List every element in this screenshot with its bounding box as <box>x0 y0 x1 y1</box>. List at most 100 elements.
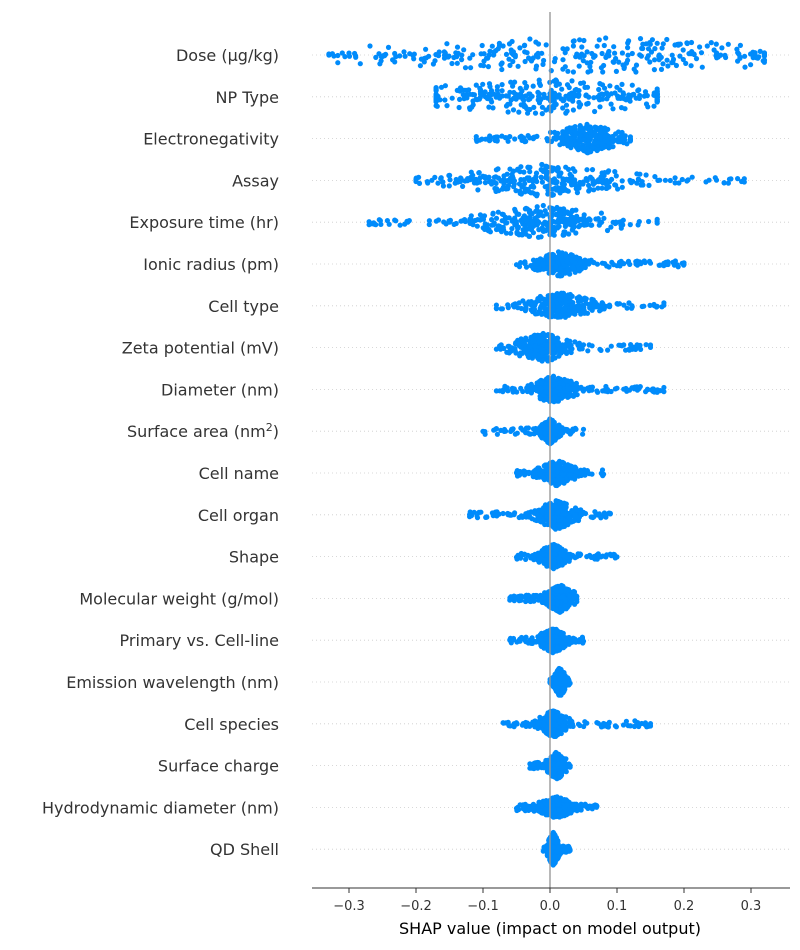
shap-point <box>560 232 566 238</box>
shap-point <box>467 514 473 520</box>
shap-point <box>523 556 529 563</box>
shap-point <box>526 233 533 239</box>
shap-point <box>580 509 587 515</box>
shap-point <box>621 136 627 143</box>
shap-point <box>661 389 667 395</box>
shap-point <box>522 206 529 212</box>
shap-point <box>572 87 578 93</box>
shap-point <box>554 314 561 320</box>
shap-point <box>566 515 572 521</box>
shap-point <box>538 636 544 642</box>
shap-point <box>526 354 532 360</box>
shap-point <box>560 347 566 353</box>
shap-point <box>697 44 703 50</box>
shap-point <box>602 387 608 393</box>
shap-point <box>573 230 579 236</box>
shap-point <box>580 179 586 185</box>
shap-point <box>507 175 514 181</box>
shap-point <box>544 342 550 348</box>
shap-point <box>513 470 520 476</box>
shap-point <box>474 223 480 229</box>
shap-point <box>440 179 446 185</box>
shap-point <box>629 82 635 88</box>
shap-point <box>512 136 518 142</box>
shap-point <box>565 462 571 468</box>
shap-point <box>526 514 532 520</box>
shap-point <box>570 38 576 44</box>
shap-point <box>423 46 429 52</box>
shap-point <box>397 222 403 228</box>
shap-point <box>610 219 616 225</box>
shap-point <box>621 64 627 70</box>
shap-point <box>545 176 551 182</box>
shap-point <box>493 180 499 186</box>
shap-point <box>505 388 511 394</box>
shap-point <box>592 133 598 139</box>
shap-point <box>675 42 681 48</box>
shap-point <box>543 506 549 512</box>
shap-point <box>526 177 532 183</box>
shap-point <box>572 124 578 130</box>
shap-point <box>556 646 562 652</box>
shap-point <box>605 347 611 353</box>
shap-point <box>562 676 568 682</box>
shap-point <box>660 41 666 47</box>
shap-point <box>634 171 640 177</box>
shap-point <box>534 218 541 224</box>
shap-point <box>373 54 379 61</box>
shap-point <box>654 389 660 395</box>
shap-point <box>558 631 564 637</box>
shap-point <box>551 78 557 84</box>
shap-point <box>599 304 606 310</box>
shap-point <box>571 386 577 393</box>
shap-point <box>432 58 438 64</box>
shap-point <box>523 634 529 640</box>
shap-point <box>543 42 549 48</box>
shap-point <box>736 51 742 57</box>
shap-point <box>433 218 439 224</box>
shap-point <box>564 108 570 114</box>
shap-point <box>584 60 590 66</box>
shap-point <box>529 93 535 99</box>
shap-point <box>558 668 564 674</box>
shap-point <box>680 56 686 63</box>
shap-point <box>512 222 518 228</box>
shap-point <box>462 178 468 184</box>
shap-point <box>575 551 581 557</box>
shap-point <box>647 260 654 266</box>
shap-point <box>454 60 460 66</box>
shap-point <box>689 174 695 180</box>
shap-point <box>614 84 620 90</box>
shap-point <box>509 426 515 432</box>
shap-point <box>574 190 581 196</box>
shap-point <box>486 104 492 110</box>
shap-point <box>557 186 564 192</box>
shap-point <box>539 111 545 117</box>
shap-point <box>551 105 557 111</box>
shap-point <box>587 303 593 309</box>
shap-point <box>564 126 570 132</box>
shap-point <box>497 226 503 233</box>
shap-point <box>545 462 551 468</box>
shap-point <box>576 63 582 69</box>
shap-point <box>651 67 658 73</box>
shap-point <box>487 48 493 54</box>
shap-point <box>444 41 450 47</box>
shap-point <box>499 133 505 139</box>
shap-point <box>498 306 504 312</box>
shap-point <box>518 91 524 97</box>
shap-point <box>531 592 537 599</box>
shap-point <box>516 109 522 115</box>
shap-point <box>643 172 649 178</box>
shap-point <box>578 144 584 150</box>
shap-point <box>484 514 490 520</box>
shap-point <box>573 473 579 479</box>
shap-point <box>708 40 714 46</box>
shap-point <box>584 221 590 228</box>
shap-point <box>633 62 640 68</box>
shap-point <box>402 221 408 227</box>
shap-point <box>528 210 535 216</box>
shap-point <box>563 102 570 108</box>
shap-point <box>511 598 517 604</box>
shap-point <box>539 509 545 515</box>
